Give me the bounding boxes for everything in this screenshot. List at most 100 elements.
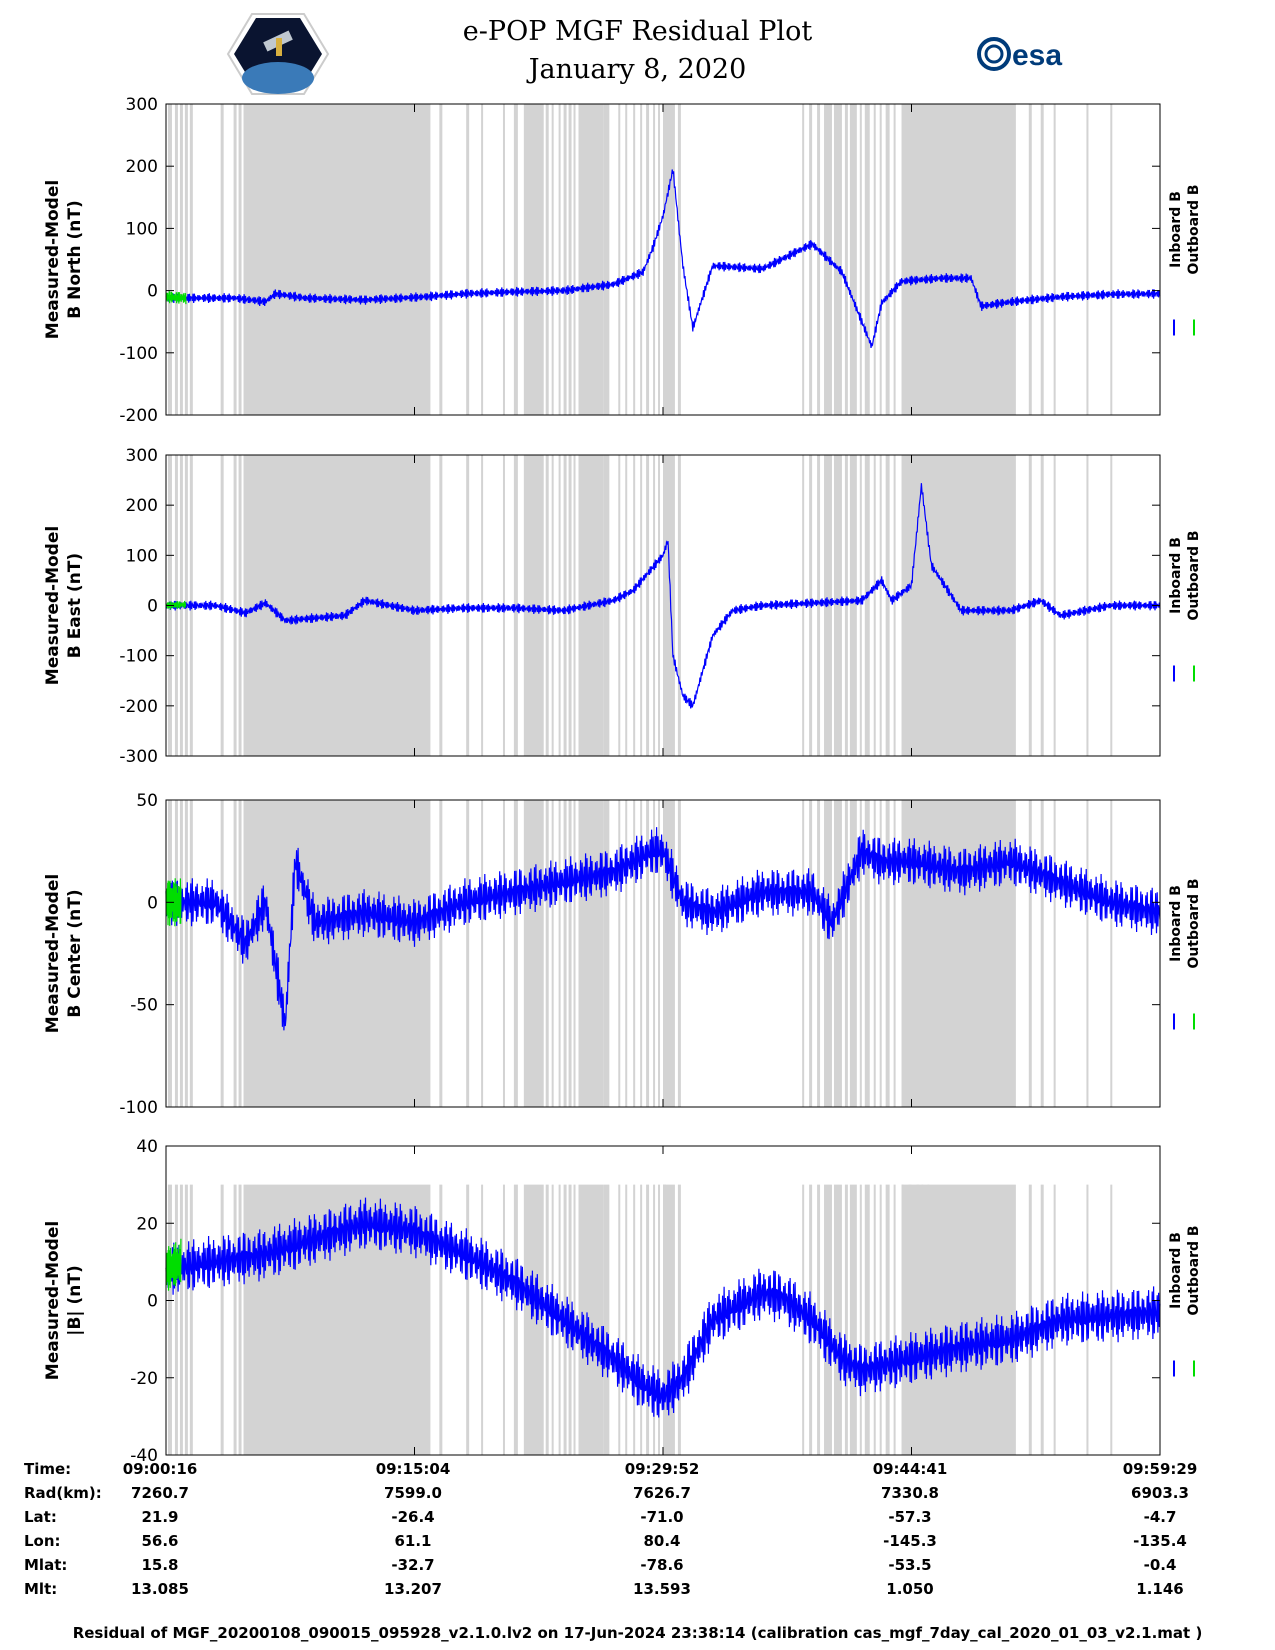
data-gap-band	[833, 104, 842, 415]
data-gap-band	[1028, 104, 1032, 415]
data-gap-band	[658, 104, 661, 415]
ephemeris-value: -145.3	[883, 1532, 937, 1550]
y-tick-label: 0	[147, 893, 158, 913]
legend-entry: Inboard B	[1168, 191, 1184, 268]
y-axis-label-line: |B| (nT)	[65, 1265, 85, 1336]
data-gap-band	[523, 1184, 544, 1455]
data-gap-band	[893, 800, 896, 1107]
ephemeris-value: 6903.3	[1131, 1484, 1189, 1502]
data-gap-band	[220, 1184, 224, 1455]
data-gap-band	[817, 800, 821, 1107]
data-gap-band	[901, 1184, 1016, 1455]
data-gap-band	[849, 800, 857, 1107]
data-gap-band	[233, 455, 237, 756]
y-tick-label: 300	[126, 446, 158, 466]
data-gap-band	[663, 104, 666, 415]
inboard-b-series	[165, 1197, 1161, 1418]
ephemeris-label: Time:	[24, 1460, 72, 1478]
data-gap-band	[653, 1184, 656, 1455]
data-gap-band	[864, 455, 870, 756]
y-tick-label: 50	[136, 791, 158, 811]
data-gap-band	[817, 455, 821, 756]
data-gap-band	[466, 1184, 470, 1455]
data-gap-band	[481, 800, 484, 1107]
data-gap-band	[633, 800, 636, 1107]
ephemeris-value: 09:29:52	[624, 1460, 700, 1478]
data-gap-band	[238, 800, 242, 1107]
legend: Inboard B Outboard B	[1168, 878, 1202, 968]
ephemeris-label: Lon:	[24, 1532, 61, 1550]
legend: Inboard B Outboard B	[1168, 184, 1202, 274]
y-tick-label: -200	[119, 406, 158, 426]
ephemeris-row: Mlt: 13.085 13.207 13.593 1.050 1.146	[0, 1580, 1275, 1602]
data-gap-band	[513, 1184, 518, 1455]
esa-logo: esa	[977, 37, 1062, 72]
data-gap-band	[859, 455, 862, 756]
data-gap-band	[466, 104, 470, 415]
data-gap-band	[578, 800, 604, 1107]
ephemeris-row: Rad(km): 7260.7 7599.0 7626.7 7330.8 6903.3	[0, 1484, 1275, 1506]
data-gap-band	[603, 1184, 610, 1455]
ephemeris-value: 1.146	[1136, 1580, 1184, 1598]
data-gap-band	[1110, 800, 1113, 1107]
inboard-b-series	[165, 827, 1161, 1031]
legend-entry: Outboard B	[1186, 184, 1202, 274]
y-axis-label-line: Measured-Model	[43, 180, 63, 339]
data-gap-band	[849, 104, 857, 415]
ephemeris-value: 13.207	[384, 1580, 442, 1598]
y-axis-label: Measured-Model B North (nT)	[43, 180, 85, 339]
data-gap-band	[568, 800, 572, 1107]
data-gap-band	[809, 800, 813, 1107]
data-gap-band	[502, 104, 505, 415]
data-gap-band	[663, 104, 675, 415]
data-gap-band	[663, 800, 675, 1107]
y-axis-label: Measured-Model B East (nT)	[43, 526, 85, 685]
data-gap-band	[885, 1184, 890, 1455]
data-gap-band	[523, 455, 544, 756]
data-gap-band	[184, 800, 188, 1107]
plot-title: e-POP MGF Residual Plot	[462, 16, 813, 47]
y-tick-label: 300	[126, 95, 158, 115]
legend: Inboard B Outboard B	[1168, 1225, 1202, 1315]
ephemeris-value: 7330.8	[881, 1484, 939, 1502]
data-gap-band	[873, 104, 876, 415]
ephemeris-value: 7626.7	[633, 1484, 691, 1502]
cassiope-mission-logo	[226, 13, 330, 95]
data-gap-band	[1110, 104, 1113, 415]
ephemeris-value: -78.6	[640, 1556, 684, 1574]
plot-date: January 8, 2020	[528, 54, 747, 85]
y-tick-label: 200	[126, 496, 158, 516]
data-gap-band	[502, 1184, 505, 1455]
data-gap-band	[558, 455, 561, 756]
ephemeris-value: 15.8	[141, 1556, 179, 1574]
data-gap-band	[885, 800, 890, 1107]
data-gap-band	[603, 104, 610, 415]
data-gap-band	[439, 1184, 443, 1455]
data-gap-band	[174, 1184, 178, 1455]
legend-entry: Outboard B	[1186, 1225, 1202, 1315]
data-gap-band	[677, 455, 681, 756]
y-tick-label: 0	[147, 282, 158, 302]
data-gap-band	[167, 800, 172, 1107]
data-gap-band	[578, 104, 604, 415]
data-gap-band	[633, 455, 636, 756]
data-gap-band	[625, 104, 628, 415]
panel-2: -300 -200 -100 0 100 200 300 Measured-Model B Ea…	[43, 446, 1202, 767]
ephemeris-value: 80.4	[643, 1532, 681, 1550]
ephemeris-row: Mlat: 15.8 -32.7 -78.6 -53.5 -0.4	[0, 1556, 1275, 1578]
y-tick-label: -40	[130, 1446, 158, 1466]
data-gap-band	[646, 455, 650, 756]
y-tick-label: -300	[119, 747, 158, 767]
outboard-b-series	[165, 291, 187, 305]
data-gap-band	[563, 104, 567, 415]
data-gap-band	[663, 1184, 666, 1455]
ephemeris-label: Rad(km):	[24, 1484, 102, 1502]
data-gap-band	[551, 104, 554, 415]
data-gap-band	[653, 104, 656, 415]
y-tick-label: 40	[136, 1137, 158, 1157]
data-gap-band	[618, 455, 621, 756]
y-axis-label-line: Measured-Model	[43, 1221, 63, 1380]
data-gap-band	[481, 1184, 484, 1455]
data-gap-band	[439, 104, 443, 415]
